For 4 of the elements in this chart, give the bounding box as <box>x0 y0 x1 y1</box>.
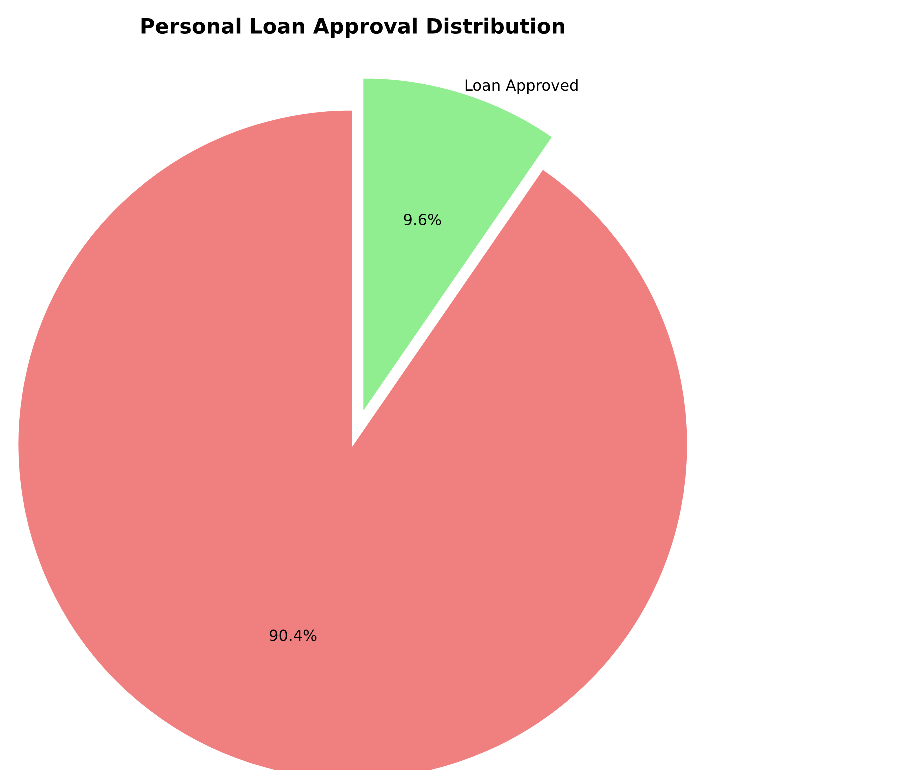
slice-label: Loan Approved <box>466 79 578 94</box>
data-label: 9.6% <box>404 214 442 226</box>
chart-title: Personal Loan Approval Distribution <box>142 18 564 38</box>
data-label: 90.4% <box>270 630 317 642</box>
